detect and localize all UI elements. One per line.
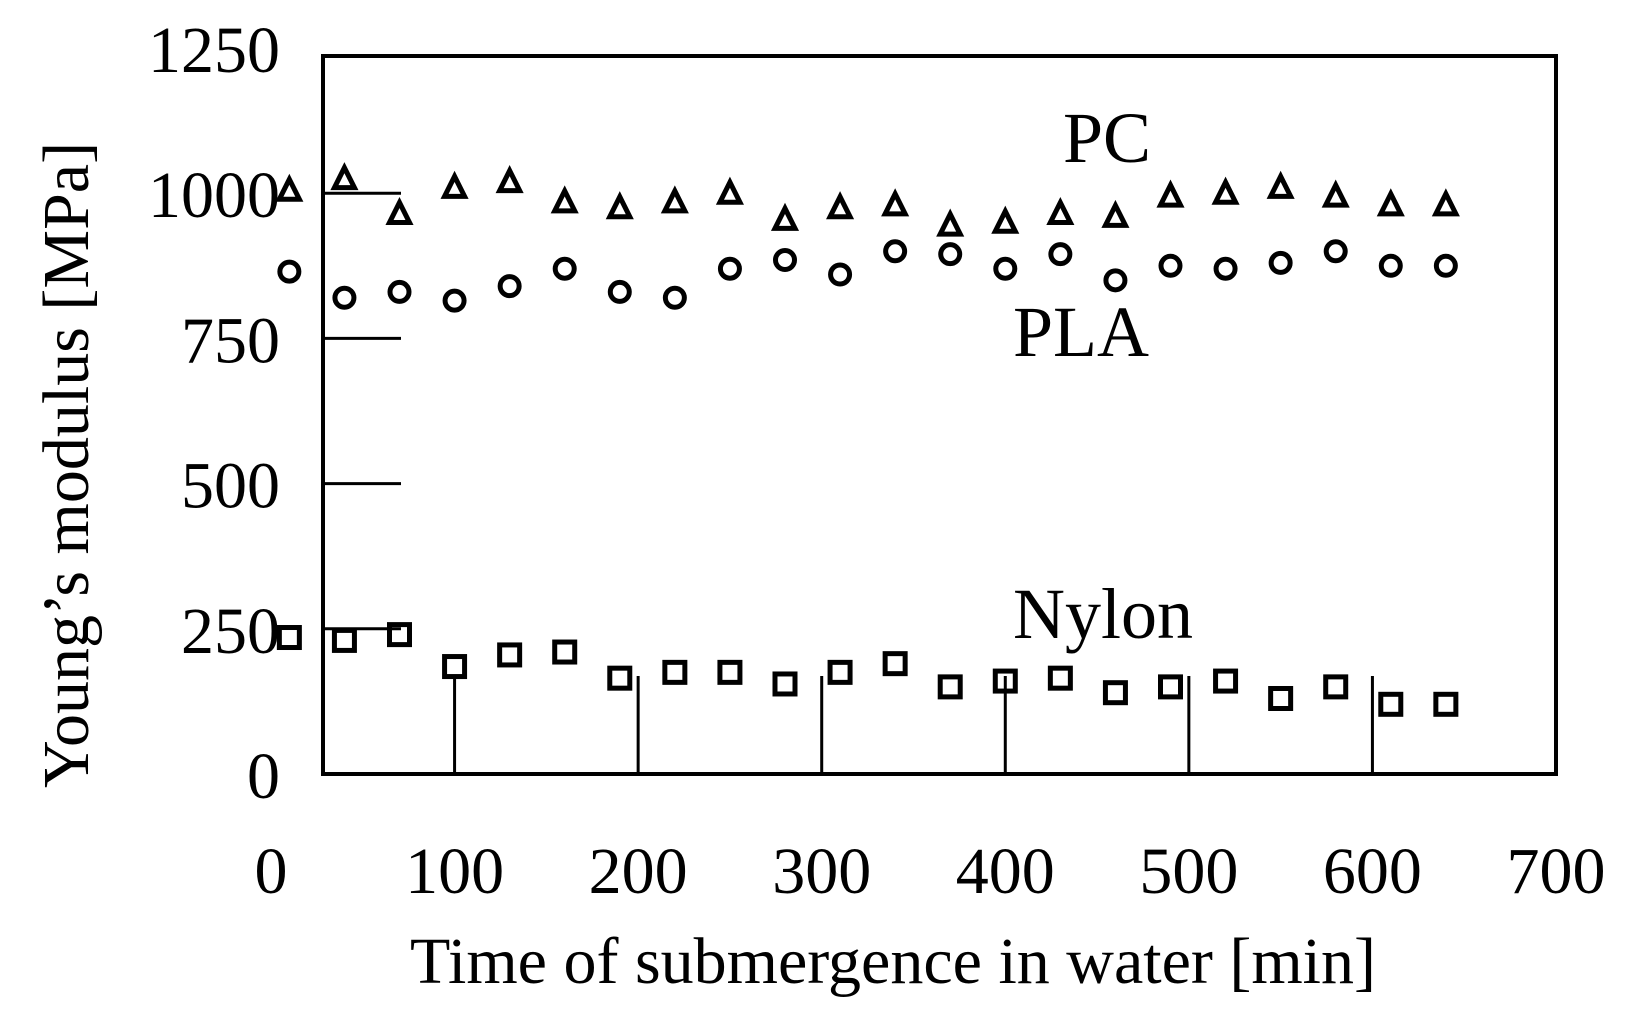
- point-pla-1: [332, 285, 357, 310]
- point-pla-10: [828, 262, 853, 287]
- point-nylon-16: [1158, 674, 1183, 700]
- point-pla-3: [442, 288, 467, 313]
- point-pla-13: [993, 256, 1018, 281]
- point-pc-18: [1266, 170, 1295, 199]
- point-pla-5: [552, 256, 577, 281]
- point-nylon-1: [331, 627, 357, 653]
- point-pc-1: [330, 162, 359, 191]
- point-nylon-17: [1213, 668, 1239, 694]
- point-nylon-5: [552, 639, 578, 665]
- x-tick-label-200: 200: [589, 835, 688, 908]
- point-pc-21: [1431, 188, 1460, 217]
- x-tick-label-300: 300: [772, 835, 871, 908]
- point-pla-16: [1158, 253, 1183, 278]
- point-nylon-3: [442, 654, 468, 680]
- point-pla-0: [277, 259, 302, 284]
- point-pc-7: [660, 185, 689, 214]
- point-nylon-8: [717, 659, 743, 685]
- point-nylon-11: [882, 651, 908, 677]
- point-nylon-13: [992, 668, 1018, 694]
- point-pla-12: [938, 242, 963, 267]
- point-pc-15: [1101, 199, 1130, 228]
- point-pla-7: [662, 285, 687, 310]
- point-pc-12: [936, 208, 965, 237]
- plot-frame: [321, 54, 1558, 776]
- point-pc-9: [770, 202, 800, 231]
- y-tick-label-500: 500: [181, 450, 280, 523]
- point-nylon-2: [387, 622, 412, 648]
- y-tick-label-0: 0: [247, 740, 280, 813]
- point-nylon-19: [1323, 674, 1349, 700]
- point-nylon-20: [1378, 691, 1404, 717]
- x-tick-label-600: 600: [1323, 835, 1422, 908]
- x-tick-label-400: 400: [956, 835, 1055, 908]
- point-pc-5: [550, 185, 579, 214]
- x-tick-label-0: 0: [255, 835, 288, 908]
- point-nylon-9: [772, 671, 798, 697]
- point-nylon-7: [662, 659, 688, 685]
- point-nylon-4: [497, 642, 523, 668]
- point-pc-2: [385, 196, 414, 226]
- y-tick-labels: 0 250 500 750 1000 1250: [148, 14, 280, 813]
- x-axis-label: Time of submergence in water [min]: [410, 925, 1376, 998]
- point-pla-4: [497, 274, 522, 299]
- point-pc-0: [275, 173, 304, 202]
- point-pc-4: [495, 164, 524, 194]
- point-pla-6: [607, 279, 632, 304]
- point-pc-16: [1156, 179, 1185, 208]
- point-nylon-21: [1433, 691, 1459, 717]
- y-tick-label-1000: 1000: [148, 159, 280, 232]
- point-pla-15: [1103, 268, 1128, 293]
- point-pla-2: [387, 279, 412, 304]
- point-pla-8: [717, 256, 742, 281]
- point-pc-19: [1321, 179, 1350, 208]
- point-pc-3: [440, 170, 469, 199]
- x-tick-label-700: 700: [1507, 835, 1606, 908]
- point-pc-14: [1046, 196, 1075, 226]
- point-nylon-18: [1268, 685, 1294, 711]
- point-nylon-14: [1047, 665, 1073, 691]
- y-tick-label-750: 750: [181, 304, 280, 377]
- point-pla-11: [883, 239, 908, 264]
- x-tick-labels: 0 100 200 300 400 500 600 700: [255, 835, 1606, 908]
- point-nylon-6: [607, 665, 633, 691]
- point-nylon-12: [937, 674, 963, 700]
- series-label-pla: PLA: [1013, 292, 1149, 372]
- y-tick-label-250: 250: [181, 595, 280, 668]
- point-pla-17: [1213, 256, 1238, 281]
- point-pla-9: [773, 247, 797, 272]
- point-pla-14: [1048, 242, 1073, 267]
- x-tick-label-500: 500: [1139, 835, 1238, 908]
- point-pc-10: [826, 191, 855, 220]
- point-nylon-15: [1102, 680, 1128, 706]
- point-pla-19: [1323, 239, 1348, 264]
- point-pla-20: [1378, 253, 1403, 278]
- point-pc-11: [881, 188, 910, 217]
- point-pla-18: [1268, 250, 1293, 275]
- point-pc-6: [605, 191, 634, 220]
- series-label-pc: PC: [1063, 98, 1151, 178]
- point-pc-8: [715, 176, 744, 205]
- series-label-nylon: Nylon: [1013, 574, 1193, 654]
- y-axis-label: Young’s modulus [MPa]: [30, 142, 103, 788]
- marks-layer: [275, 162, 1460, 717]
- point-pc-13: [991, 205, 1020, 234]
- point-pla-21: [1433, 253, 1458, 278]
- point-pc-20: [1376, 188, 1405, 217]
- point-nylon-10: [827, 659, 853, 685]
- point-pc-17: [1211, 176, 1240, 205]
- y-tick-label-1250: 1250: [148, 14, 280, 87]
- point-nylon-0: [276, 625, 302, 651]
- x-tick-label-100: 100: [405, 835, 504, 908]
